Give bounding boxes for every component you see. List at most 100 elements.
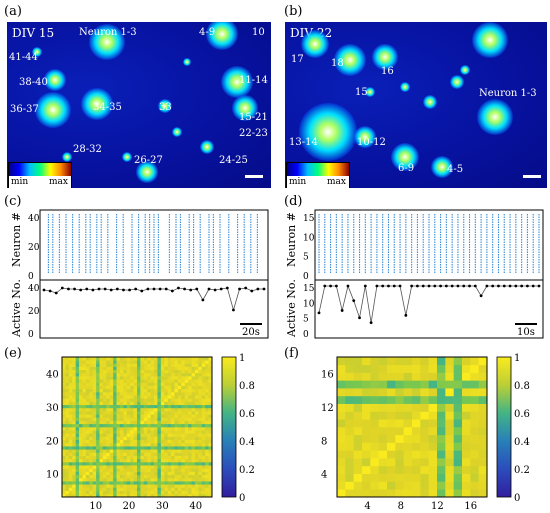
heatmap-cell bbox=[160, 474, 165, 479]
heatmap-cell bbox=[119, 398, 124, 402]
heatmap-cell bbox=[191, 471, 196, 476]
heatmap-cell bbox=[99, 430, 104, 434]
heatmap-cell bbox=[184, 376, 189, 380]
active-point bbox=[97, 287, 101, 291]
heatmap-cell bbox=[79, 372, 83, 377]
heatmap-cell bbox=[164, 462, 168, 466]
heatmap-cell bbox=[133, 369, 138, 374]
heatmap-cell bbox=[85, 360, 90, 364]
heatmap-cell bbox=[89, 404, 93, 409]
heatmap-cell bbox=[123, 420, 128, 425]
active-point bbox=[48, 289, 52, 293]
heatmap-cell bbox=[123, 477, 128, 482]
heatmap-cell bbox=[201, 369, 206, 374]
heatmap-cell bbox=[143, 363, 148, 367]
heatmap-cell bbox=[370, 372, 379, 381]
heatmap-cell bbox=[157, 407, 162, 412]
heatmap-cell bbox=[119, 385, 124, 390]
heatmap-cell bbox=[157, 395, 162, 399]
heatmap-cell bbox=[188, 427, 192, 431]
active-point bbox=[537, 284, 541, 288]
heatmap-cell bbox=[395, 372, 404, 381]
heatmap-cell bbox=[130, 395, 134, 399]
heatmap-cell bbox=[137, 458, 141, 463]
heatmap-cell bbox=[194, 468, 199, 472]
heatmap-cell bbox=[109, 414, 114, 418]
heatmap-cell bbox=[478, 481, 488, 490]
active-point bbox=[207, 287, 211, 291]
heatmap-cell bbox=[445, 388, 454, 397]
heatmap-cell bbox=[85, 369, 90, 374]
heatmap-cell bbox=[62, 369, 66, 374]
heatmap-cell bbox=[113, 372, 117, 377]
heatmap-cell bbox=[174, 366, 179, 371]
heatmap-cell bbox=[478, 380, 488, 389]
heatmap-cell bbox=[201, 436, 206, 441]
heatmap-cell bbox=[109, 484, 114, 488]
heatmap-cell bbox=[85, 398, 90, 402]
heatmap-cell bbox=[143, 468, 148, 472]
heatmap-cell bbox=[387, 450, 396, 459]
heatmap-cell bbox=[65, 446, 70, 450]
heatmap-cell bbox=[72, 388, 76, 393]
heatmap-cell bbox=[123, 493, 128, 498]
heatmap-cell bbox=[79, 465, 83, 469]
heatmap-cell bbox=[184, 462, 189, 466]
heatmap-cell bbox=[403, 419, 413, 428]
heatmap-cell bbox=[89, 376, 93, 380]
heatmap-cell bbox=[62, 446, 66, 450]
heatmap-cell bbox=[378, 489, 388, 498]
heatmap-cell bbox=[198, 430, 203, 434]
heatmap-cell bbox=[123, 385, 128, 390]
heatmap-cell bbox=[96, 411, 100, 415]
heatmap-cell bbox=[130, 446, 134, 450]
heatmap-cell bbox=[194, 439, 199, 444]
cell-label: 34-35 bbox=[93, 102, 122, 113]
heatmap-cell bbox=[160, 369, 165, 374]
heatmap-cell bbox=[194, 385, 199, 390]
heatmap-cell bbox=[154, 455, 158, 460]
heatmap-cell bbox=[65, 449, 70, 453]
heatmap-cell bbox=[150, 369, 155, 374]
heatmap-cell bbox=[130, 392, 134, 396]
heatmap-cell bbox=[154, 468, 158, 472]
heatmap-cell bbox=[205, 455, 209, 460]
heatmap-cell bbox=[85, 385, 90, 390]
cell-label: 16 bbox=[381, 66, 394, 77]
heatmap-cell bbox=[201, 439, 206, 444]
heatmap-cell bbox=[428, 357, 438, 366]
heatmap-cell bbox=[150, 372, 155, 377]
heatmap-cell bbox=[150, 490, 155, 495]
heatmap-cell bbox=[82, 477, 87, 482]
heatmap-cell bbox=[82, 417, 87, 421]
active-point bbox=[514, 284, 518, 288]
heatmap-cell bbox=[171, 462, 175, 466]
heatmap-cell bbox=[150, 401, 155, 406]
heatmap-cell bbox=[208, 468, 213, 472]
heatmap-cell bbox=[420, 434, 429, 443]
heatmap-cell bbox=[181, 462, 186, 466]
heatmap-cell bbox=[191, 430, 196, 434]
heatmap-cell bbox=[150, 452, 155, 456]
heatmap-cell bbox=[198, 468, 203, 472]
heatmap-cell bbox=[164, 458, 168, 463]
heatmap-cell bbox=[184, 430, 189, 434]
heatmap-cell bbox=[123, 366, 128, 371]
heatmap-cell bbox=[191, 458, 196, 463]
heatmap-cell bbox=[133, 446, 138, 450]
heatmap-cell bbox=[167, 369, 172, 374]
heatmap-cell bbox=[62, 484, 66, 488]
heatmap-cell bbox=[378, 403, 388, 412]
heatmap-cell bbox=[154, 484, 158, 488]
heatmap-cell bbox=[171, 465, 175, 469]
heatmap-cell bbox=[68, 388, 73, 393]
heatmap-cell bbox=[428, 458, 438, 467]
heatmap-cell bbox=[154, 487, 158, 491]
heatmap-cell bbox=[123, 382, 128, 386]
heatmap-cell bbox=[116, 407, 121, 412]
heatmap-cell bbox=[420, 465, 429, 474]
heatmap-cell bbox=[150, 474, 155, 479]
heatmap-cell bbox=[82, 407, 87, 412]
heatmap-cell bbox=[113, 455, 117, 460]
